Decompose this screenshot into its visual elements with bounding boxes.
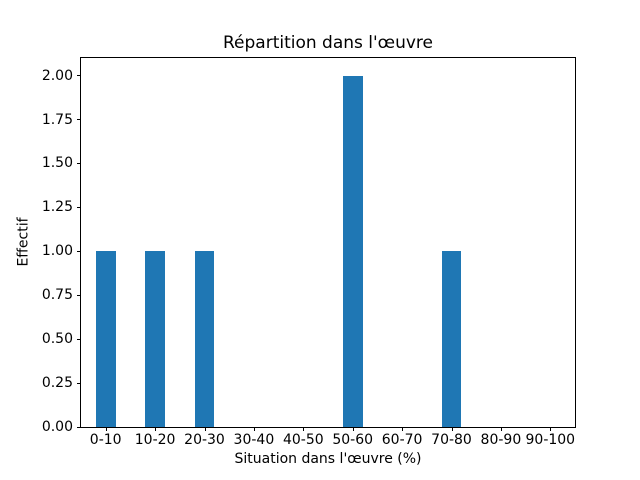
x-tick-label: 60-70	[381, 432, 423, 448]
y-tick-label: 0.50	[41, 331, 73, 348]
y-tick-mark	[77, 338, 81, 340]
x-tick-label: 50-60	[332, 432, 374, 448]
x-tick-mark	[204, 427, 206, 431]
x-tick-label: 30-40	[233, 432, 275, 448]
x-tick-mark	[155, 427, 157, 431]
x-tick-mark	[253, 427, 255, 431]
bar	[342, 75, 363, 427]
x-axis-label: Situation dans l'œuvre (%)	[234, 451, 422, 467]
plot-area: 0-10 10-20 20-30 30-40 40-50 50-60 60-70 70-80 8…	[42, 57, 576, 447]
bar	[194, 251, 215, 427]
chart-title: Répartition dans l'œuvre	[222, 33, 433, 53]
y-axis-label: Effectif	[15, 217, 32, 267]
x-tick-mark	[352, 427, 354, 431]
x-tick-mark	[402, 427, 404, 431]
y-tick-mark	[77, 294, 81, 296]
x-tick-label: 10-20	[134, 432, 176, 448]
y-tick-label: 0.00	[41, 419, 73, 435]
y-tick-label: 1.25	[41, 199, 73, 216]
y-tick-mark	[77, 426, 81, 428]
y-tick-mark	[77, 75, 81, 77]
y-tick-label: 1.00	[41, 243, 73, 260]
y-tick-label: 2.00	[41, 67, 73, 84]
y-tick-mark	[77, 382, 81, 384]
y-tick-label: 1.50	[41, 155, 73, 172]
bar	[145, 251, 165, 427]
x-tick-label: 0-10	[89, 432, 122, 448]
x-tick-mark	[451, 427, 453, 431]
x-tick-label: 40-50	[282, 432, 324, 448]
x-tick-label: 70-80	[431, 432, 472, 448]
x-tick-label: 80-90	[480, 432, 522, 448]
x-tick-mark	[105, 427, 107, 431]
y-tick-label: 0.25	[41, 375, 73, 392]
x-tick-mark	[500, 427, 502, 431]
y-tick-mark	[77, 162, 81, 164]
y-tick-mark	[77, 119, 81, 120]
y-tick-label: 0.75	[41, 287, 73, 304]
x-tick-label: 20-30	[184, 432, 225, 448]
y-tick-mark	[77, 250, 81, 252]
x-tick-mark	[303, 427, 305, 431]
bar	[95, 251, 116, 427]
x-tick-label: 90-100	[525, 432, 576, 448]
bar	[441, 251, 462, 427]
x-tick-mark	[550, 427, 552, 431]
y-tick-label: 1.75	[41, 111, 73, 128]
y-tick-mark	[77, 206, 81, 208]
